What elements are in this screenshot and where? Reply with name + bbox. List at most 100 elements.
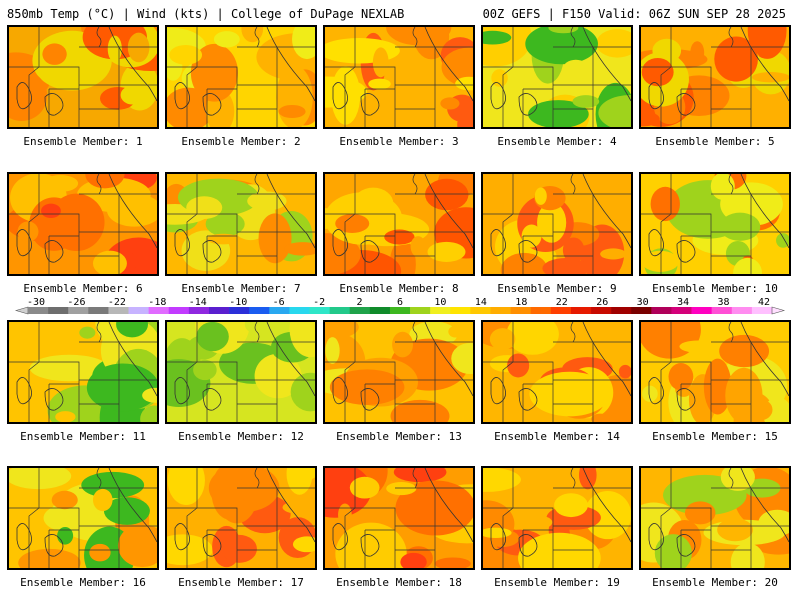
terrain-contour — [44, 388, 64, 411]
terrain-contour — [676, 240, 696, 263]
temperature-contour-region — [618, 364, 631, 379]
colorbar-left-arrow — [14, 306, 29, 315]
temperature-contour-region — [167, 87, 214, 127]
state-border — [728, 174, 734, 195]
colorbar-swatch — [711, 307, 733, 314]
temperature-contour-region — [392, 331, 414, 358]
terrain-contour — [490, 523, 506, 551]
temperature-contour-region — [384, 229, 415, 245]
temperature-contour-region — [79, 326, 96, 339]
temperature-field-map — [325, 174, 473, 274]
colorbar-tick-label: -22 — [108, 297, 126, 308]
temperature-contour-region — [42, 43, 67, 65]
ensemble-member-label: Ensemble Member: 13 — [336, 430, 462, 443]
colorbar-tick-label: 38 — [718, 297, 730, 308]
temperature-contour-region — [747, 27, 787, 59]
temperature-contour-region — [55, 411, 76, 422]
terrain-contour — [648, 82, 664, 110]
temperature-contour-region — [600, 248, 627, 260]
ensemble-member-label: Ensemble Member: 7 — [181, 282, 301, 295]
terrain-contour — [44, 534, 64, 557]
state-border — [344, 468, 356, 568]
header-right-title: 00Z GEFS | F150 Valid: 06Z SUN SEP 28 20… — [482, 7, 786, 21]
temperature-contour-region — [641, 57, 674, 87]
state-border — [364, 88, 395, 127]
terrain-contour — [740, 174, 789, 249]
temperature-contour-region — [650, 186, 680, 222]
terrain-contour — [266, 322, 315, 397]
terrain-contour — [16, 82, 32, 110]
temperature-contour-region — [167, 468, 205, 505]
terrain-contour — [202, 534, 222, 557]
state-border — [412, 468, 418, 489]
temperature-contour-region — [534, 187, 547, 205]
colorbar-swatch — [510, 307, 532, 314]
temperature-contour-region — [500, 252, 548, 274]
ensemble-map-panel — [165, 320, 317, 424]
ensemble-member-label: Ensemble Member: 10 — [652, 282, 778, 295]
terrain-contour — [108, 322, 157, 397]
colorbar-tick-label: -10 — [229, 297, 247, 308]
state-border — [254, 27, 260, 48]
colorbar-swatch — [450, 307, 471, 314]
ensemble-member-label: Ensemble Member: 18 — [336, 576, 462, 589]
temperature-contour-region — [483, 30, 512, 45]
temperature-contour-region — [127, 32, 150, 63]
state-border — [325, 507, 396, 568]
temperature-contour-region — [679, 340, 716, 353]
state-border — [502, 174, 514, 274]
temperature-field-map — [483, 27, 631, 127]
temperature-contour-region — [483, 468, 521, 492]
colorbar-swatch — [631, 307, 652, 314]
temperature-contour-region — [169, 45, 203, 65]
colorbar-swatch — [269, 307, 290, 314]
temperature-contour-region — [190, 43, 238, 102]
colorbar-swatch — [651, 307, 672, 314]
temperature-contour-region — [140, 405, 157, 422]
state-border — [502, 322, 514, 422]
state-border — [483, 361, 554, 422]
terrain-contour — [108, 27, 157, 102]
temperature-contour-region — [584, 491, 631, 540]
ensemble-map-panel — [7, 466, 159, 570]
terrain-contour — [740, 468, 789, 543]
temperature-contour-region — [413, 407, 434, 422]
terrain-contour — [202, 93, 222, 116]
ensemble-member-label: Ensemble Member: 11 — [20, 430, 146, 443]
state-border — [186, 468, 198, 568]
state-border — [96, 322, 102, 343]
ensemble-map-panel — [481, 466, 633, 570]
ensemble-map-panel — [639, 172, 791, 276]
colorbar-swatch — [349, 307, 371, 314]
terrain-contour — [332, 229, 348, 257]
ensemble-member-label: Ensemble Member: 17 — [178, 576, 304, 589]
temperature-contour-region — [18, 548, 81, 568]
temperature-contour-region — [684, 501, 716, 525]
colorbar-swatch — [68, 307, 89, 314]
temperature-contour-region — [92, 250, 127, 274]
terrain-contour — [108, 174, 157, 249]
colorbar-swatch — [731, 307, 753, 314]
state-border — [167, 507, 238, 568]
colorbar-tick-label: -14 — [189, 297, 207, 308]
temperature-contour-region — [395, 480, 473, 536]
colorbar-swatch — [188, 307, 210, 314]
temperature-contour-region — [120, 85, 145, 105]
temperature-contour-region — [537, 202, 567, 243]
temperature-contour-region — [325, 468, 362, 510]
terrain-contour — [202, 388, 222, 411]
state-border — [344, 27, 356, 127]
colorbar-swatch — [229, 307, 250, 314]
temperature-contour-region — [719, 334, 770, 368]
temperature-contour-region — [235, 475, 275, 503]
temperature-contour-region — [107, 35, 122, 63]
terrain-contour — [332, 377, 348, 405]
temperature-contour-region — [596, 29, 631, 58]
colorbar-swatch — [289, 307, 310, 314]
state-border — [206, 235, 237, 274]
temperature-field-map — [9, 468, 157, 568]
ensemble-member-label: Ensemble Member: 3 — [339, 135, 459, 148]
temperature-contour-region — [591, 413, 610, 422]
temperature-contour-region — [290, 372, 315, 412]
temperature-field-map — [167, 322, 315, 422]
